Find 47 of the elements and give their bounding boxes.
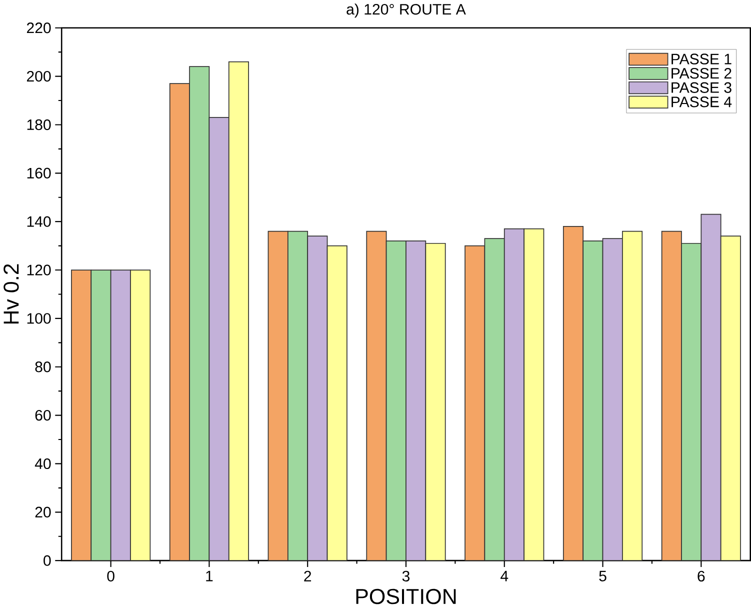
bar — [91, 270, 111, 561]
x-tick-label: 1 — [206, 570, 213, 582]
bar — [465, 246, 485, 561]
bar — [366, 231, 386, 561]
y-tick-label: 200 — [26, 71, 51, 82]
y-tick-label: 120 — [27, 264, 51, 276]
bar — [426, 244, 446, 561]
bar — [583, 241, 603, 561]
y-tick-label: 180 — [27, 120, 51, 130]
y-tick-label: 160 — [27, 168, 51, 179]
chart-title: a) 120° ROUTE A — [346, 4, 466, 18]
bar — [288, 231, 308, 561]
y-tick-label: 40 — [34, 458, 51, 470]
y-tick-label: 20 — [35, 506, 51, 518]
bar — [524, 228, 544, 561]
y-tick-label: 60 — [35, 410, 51, 421]
y-tick-label: 140 — [27, 216, 51, 228]
y-tick-label: 0 — [44, 555, 51, 566]
x-tick-label: 4 — [500, 570, 508, 582]
bar — [661, 230, 682, 561]
x-tick-label: 0 — [107, 570, 114, 582]
x-tick-label: 6 — [698, 570, 705, 582]
x-tick-label: 3 — [402, 570, 410, 582]
legend-label: PASSE 2 — [672, 68, 732, 79]
bar — [386, 241, 406, 561]
bar — [484, 238, 504, 561]
x-tick-label: 2 — [304, 570, 312, 582]
legend-label: PASSE 3 — [672, 82, 732, 94]
bar — [170, 84, 190, 561]
y-tick-label: 100 — [27, 313, 51, 324]
bar — [622, 231, 642, 561]
legend-label: PASSE 4 — [672, 96, 732, 108]
bar — [681, 243, 702, 561]
bar — [71, 270, 92, 561]
x-axis-title: POSITION — [356, 589, 456, 604]
bar — [190, 66, 210, 561]
y-tick-label: 220 — [26, 22, 51, 34]
bar — [228, 62, 249, 561]
y-axis-title: Hv 0.2 — [4, 264, 19, 324]
bar — [720, 236, 741, 561]
legend-label: PASSE 1 — [672, 54, 732, 65]
bar — [327, 246, 347, 561]
bar — [563, 226, 584, 561]
bar — [268, 231, 288, 561]
x-tick-label: 5 — [599, 570, 606, 582]
bar — [130, 270, 150, 561]
y-tick-label: 80 — [35, 362, 51, 372]
